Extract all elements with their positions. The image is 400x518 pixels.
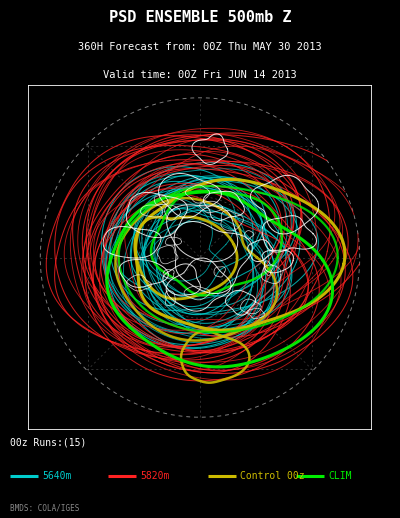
- Text: 5640m: 5640m: [42, 471, 71, 481]
- Text: 00z Runs:(15): 00z Runs:(15): [10, 437, 86, 447]
- Text: Valid time: 00Z Fri JUN 14 2013: Valid time: 00Z Fri JUN 14 2013: [103, 70, 297, 80]
- Text: 360H Forecast from: 00Z Thu MAY 30 2013: 360H Forecast from: 00Z Thu MAY 30 2013: [78, 42, 322, 52]
- Text: Control 00z: Control 00z: [240, 471, 305, 481]
- Text: 5820m: 5820m: [140, 471, 169, 481]
- Text: CLIM: CLIM: [328, 471, 352, 481]
- Text: BMDS: COLA/IGES: BMDS: COLA/IGES: [10, 503, 79, 513]
- Text: PSD ENSEMBLE 500mb Z: PSD ENSEMBLE 500mb Z: [109, 9, 291, 24]
